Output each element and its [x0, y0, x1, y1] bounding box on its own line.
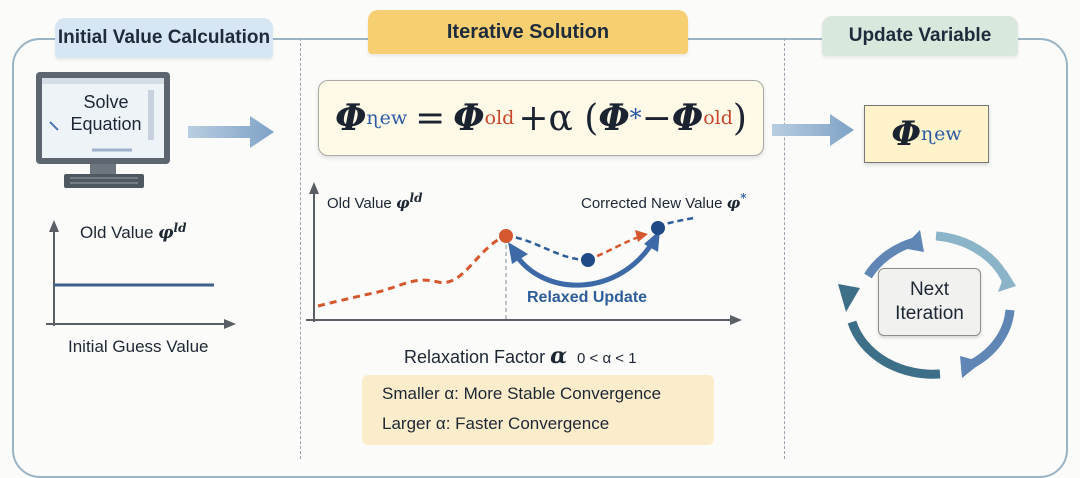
old-value-label-mid: Old Value φld: [327, 191, 423, 212]
tab-iterative-solution: Iterative Solution: [368, 10, 688, 54]
tab-update-variable: Update Variable: [822, 16, 1018, 56]
next-iteration-box: Next Iteration: [878, 268, 981, 336]
monitor-line-1: Solve: [83, 92, 129, 112]
relaxed-update-label: Relaxed Update: [527, 289, 648, 306]
initial-guess-graph: [46, 220, 236, 329]
monitor-line-2: Equation: [70, 114, 142, 134]
corrected-value-label: Corrected New Value φ*: [581, 191, 747, 212]
corrected-value-point: [651, 221, 665, 235]
arrow-right-icon: [188, 116, 274, 148]
monitor-icon: [36, 72, 170, 188]
panel-divider-left: [300, 38, 301, 459]
old-value-label-left: Old Value φld: [80, 221, 187, 243]
next-iteration-line-1: Next: [909, 279, 950, 300]
next-iteration-line-2: Iteration: [895, 303, 964, 324]
initial-guess-label: Initial Guess Value: [68, 337, 209, 356]
old-value-point: [499, 229, 513, 243]
note-larger: Larger α: Faster Convergence: [382, 414, 610, 433]
intermediate-point: [581, 253, 595, 267]
cycle-arrows-icon: [838, 230, 1016, 379]
alpha-note-box: Smaller α: More Stable Convergence Large…: [362, 375, 714, 445]
monitor-text: Solve Equation: [58, 91, 154, 135]
note-smaller: Smaller α: More Stable Convergence: [382, 384, 662, 403]
tab-initial-value-calculation: Initial Value Calculation: [55, 18, 273, 58]
convergence-graph: [306, 182, 742, 325]
arrow-right-icon: [772, 114, 854, 146]
phi-symbol: φld: [158, 221, 187, 243]
panel-divider-right: [784, 38, 785, 459]
